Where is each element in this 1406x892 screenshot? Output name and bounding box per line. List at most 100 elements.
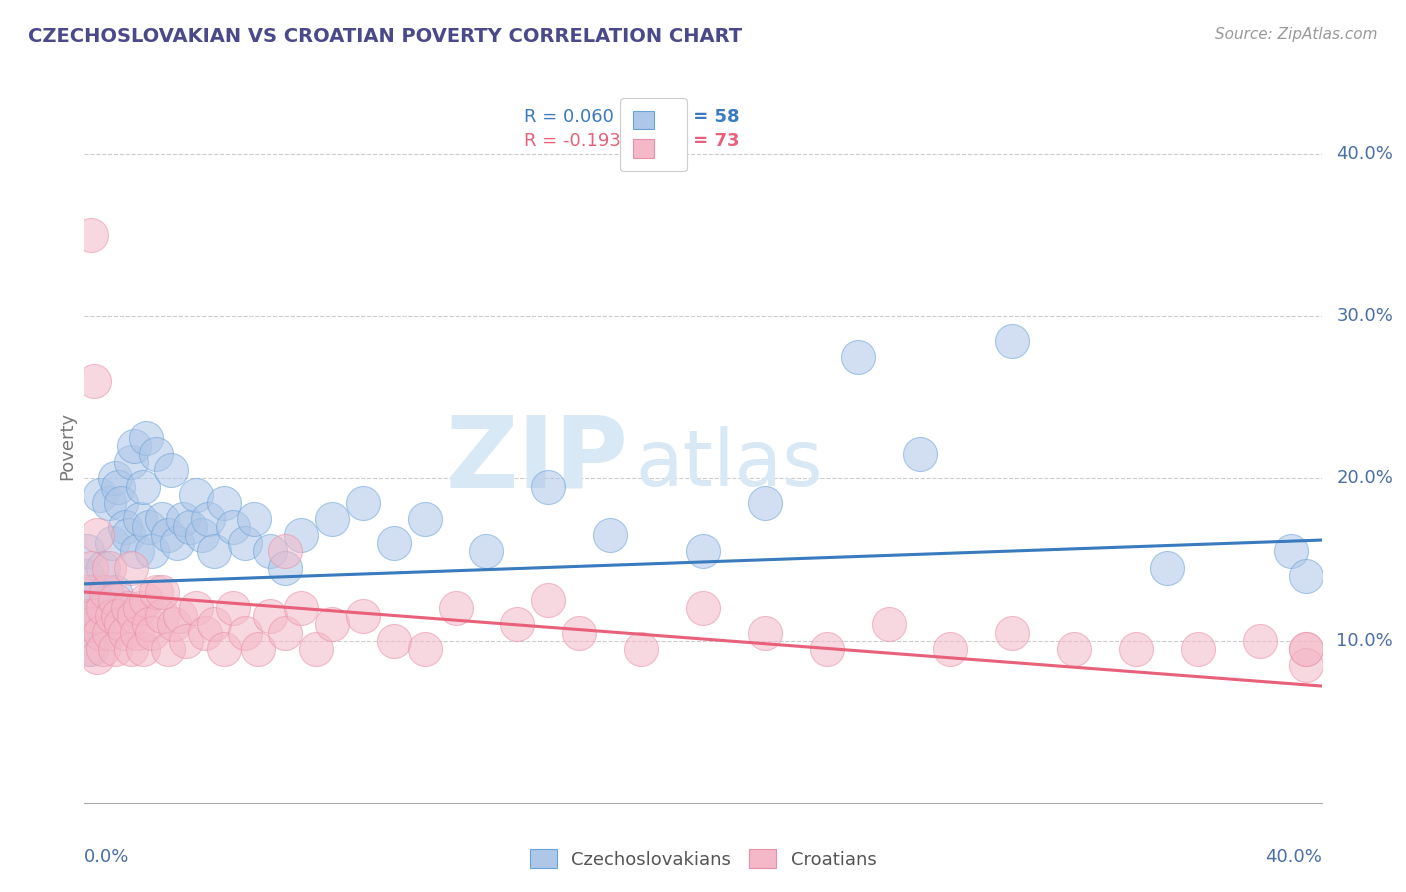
Point [89,488,111,502]
Point [89,625,111,640]
Point [120,560,142,574]
Point [160,463,183,477]
Point [163,617,186,632]
Text: 10.0%: 10.0% [1337,632,1393,649]
Point [413,641,436,656]
Point [120,641,142,656]
Point [138,520,160,534]
Point [86,528,108,542]
Point [145,447,167,461]
Point [104,641,127,656]
Point [1001,334,1024,348]
Point [76,601,98,615]
Point [176,633,198,648]
Y-axis label: Poverty: Poverty [58,412,76,480]
Point [79,560,101,574]
Point [86,649,108,664]
Text: 30.0%: 30.0% [1337,307,1393,326]
Text: 40.0%: 40.0% [1337,145,1393,163]
Point [274,544,297,558]
Point [352,496,374,510]
Point [243,512,266,526]
Point [104,585,127,599]
Point [91,641,114,656]
Point [79,641,101,656]
Point [568,625,591,640]
Point [233,625,256,640]
Point [1295,641,1317,656]
Point [172,512,194,526]
Point [156,528,179,542]
Point [138,617,160,632]
Point [76,585,98,599]
Text: 0.0%: 0.0% [84,848,129,866]
Point [101,536,124,550]
Point [877,617,900,632]
Point [125,625,148,640]
Point [184,601,207,615]
Point [150,585,173,599]
Point [76,609,98,624]
Legend: Czechoslovakians, Croatians: Czechoslovakians, Croatians [523,842,883,876]
Point [754,625,776,640]
Point [94,601,117,615]
Point [321,617,343,632]
Point [846,350,869,364]
Point [156,641,179,656]
Point [76,641,98,656]
Point [179,520,201,534]
Point [1279,544,1302,558]
Point [169,609,191,624]
Point [91,601,114,615]
Point [290,601,312,615]
Point [98,625,121,640]
Point [599,528,621,542]
Point [79,228,101,243]
Point [125,544,148,558]
Point [274,625,297,640]
Point [1001,625,1024,640]
Point [98,560,121,574]
Point [129,601,152,615]
Point [908,447,931,461]
Point [94,585,117,599]
Point [444,601,467,615]
Text: R = 0.060: R = 0.060 [523,109,613,127]
Point [114,625,136,640]
Point [141,544,163,558]
Point [259,609,281,624]
Point [117,601,139,615]
Point [1249,633,1271,648]
Point [104,471,127,485]
Point [191,528,214,542]
Point [692,544,714,558]
Point [259,544,281,558]
Text: Source: ZipAtlas.com: Source: ZipAtlas.com [1215,27,1378,42]
Point [1125,641,1147,656]
Point [222,601,245,615]
Point [382,633,405,648]
Point [135,431,157,445]
Text: CZECHOSLOVAKIAN VS CROATIAN POVERTY CORRELATION CHART: CZECHOSLOVAKIAN VS CROATIAN POVERTY CORR… [28,27,742,45]
Point [86,617,108,632]
Point [290,528,312,542]
Point [352,609,374,624]
Point [537,479,560,493]
Point [815,641,838,656]
Point [475,544,498,558]
Text: 40.0%: 40.0% [1265,848,1322,866]
Point [692,601,714,615]
Point [117,528,139,542]
Point [91,560,114,574]
Point [141,625,163,640]
Point [83,609,105,624]
Point [197,512,219,526]
Point [150,512,173,526]
Point [382,536,405,550]
Point [212,496,235,510]
Point [202,617,225,632]
Point [120,455,142,469]
Point [305,641,328,656]
Point [83,585,105,599]
Point [122,609,145,624]
